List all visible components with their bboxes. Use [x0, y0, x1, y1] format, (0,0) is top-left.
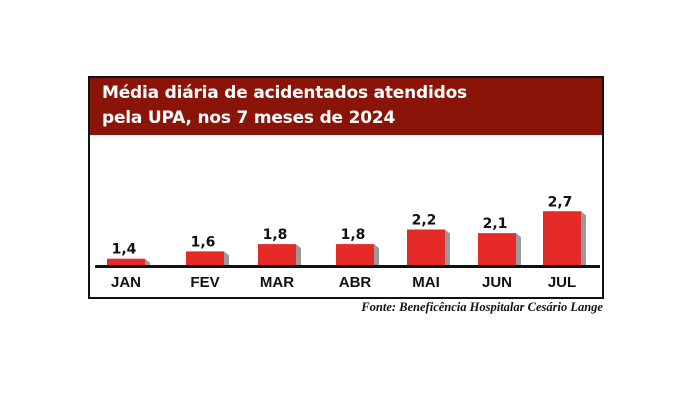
bar-mar — [258, 244, 296, 266]
data-label: 2,7 — [548, 194, 573, 210]
data-label: 1,8 — [263, 227, 288, 243]
chart-header: Média diária de acidentados atendidos pe… — [90, 78, 602, 135]
bar-jan — [107, 258, 145, 266]
bar-abr — [336, 244, 374, 266]
bar-jul — [543, 211, 581, 266]
data-label: 1,4 — [112, 242, 137, 258]
data-label: 2,2 — [412, 213, 437, 229]
bar-jun — [478, 233, 516, 266]
bar-shadow — [145, 258, 150, 266]
source-note: Fonte: Beneficência Hospitalar Cesário L… — [361, 300, 603, 314]
bar-mai — [407, 229, 445, 266]
x-tick-label: FEV — [190, 274, 219, 291]
x-tick-label: JUN — [482, 274, 512, 291]
chart-title-line-1: Média diária de acidentados atendidos — [102, 83, 467, 103]
x-tick-label: MAI — [412, 274, 440, 291]
x-axis-line — [95, 265, 600, 268]
bar-shadow — [296, 244, 301, 266]
x-tick-label: MAR — [260, 274, 294, 291]
x-tick-label: ABR — [339, 274, 372, 291]
bar-shadow — [445, 229, 450, 266]
chart-title-line-2: pela UPA, nos 7 meses de 2024 — [102, 108, 396, 128]
x-tick-label: JAN — [111, 274, 141, 291]
data-label: 1,6 — [191, 234, 216, 250]
data-label: 2,1 — [483, 216, 508, 232]
bar-shadow — [516, 233, 521, 266]
bar-shadow — [374, 244, 379, 266]
data-label: 1,8 — [341, 227, 366, 243]
bar-fev — [186, 251, 224, 266]
bar-shadow — [581, 211, 586, 266]
x-tick-label: JUL — [548, 274, 576, 291]
bar-shadow — [224, 251, 229, 266]
